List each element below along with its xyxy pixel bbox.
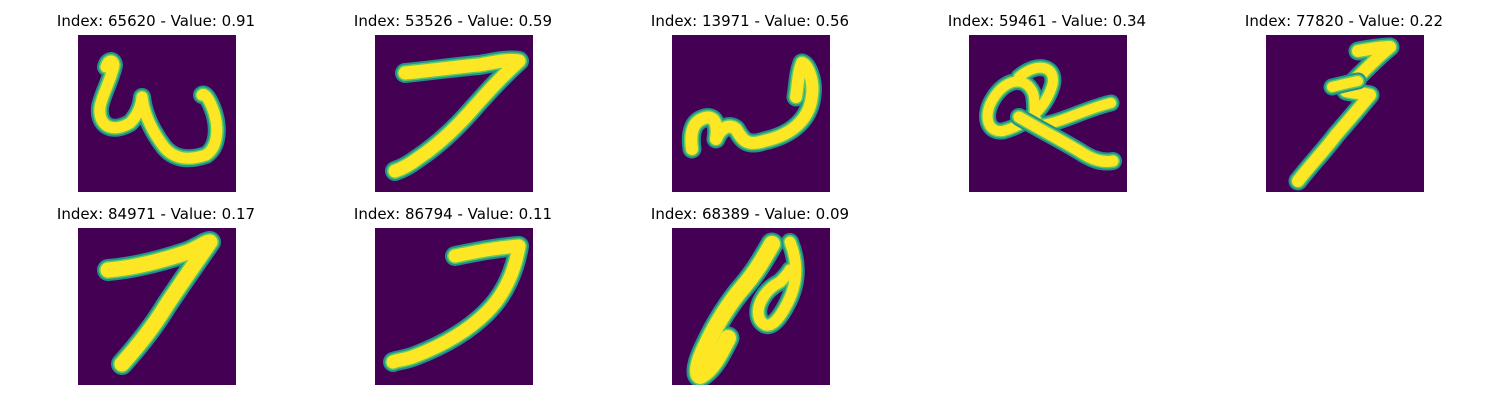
image-panel-68389: Index: 68389 - Value: 0.09 — [610, 205, 890, 385]
digit-glyph-13971 — [672, 35, 830, 192]
digit-glyph-84971 — [78, 228, 236, 385]
panel-image-13971 — [672, 35, 830, 192]
glyph-stroke — [1327, 76, 1363, 92]
image-panel-59461: Index: 59461 - Value: 0.34 — [907, 12, 1187, 192]
image-panel-65620: Index: 65620 - Value: 0.91 — [16, 12, 296, 192]
panel-title: Index: 86794 - Value: 0.11 — [353, 205, 553, 223]
panel-title: Index: 59461 - Value: 0.34 — [947, 12, 1147, 30]
digit-glyph-68389 — [672, 228, 830, 385]
digit-glyph-86794 — [375, 228, 533, 385]
panel-image-68389 — [672, 228, 830, 385]
panel-title: Index: 68389 - Value: 0.09 — [650, 205, 850, 223]
panel-image-86794 — [375, 228, 533, 385]
image-panel-84971: Index: 84971 - Value: 0.17 — [16, 205, 296, 385]
glyph-stroke — [386, 239, 526, 369]
image-panel-86794: Index: 86794 - Value: 0.11 — [313, 205, 593, 385]
glyph-stroke — [100, 234, 218, 372]
glyph-stroke — [388, 54, 526, 178]
panel-image-84971 — [78, 228, 236, 385]
digit-glyph-59461 — [969, 35, 1127, 192]
panel-title: Index: 53526 - Value: 0.59 — [353, 12, 553, 30]
panel-title: Index: 77820 - Value: 0.22 — [1244, 12, 1444, 30]
glyph-stroke — [1013, 111, 1119, 167]
panel-title: Index: 13971 - Value: 0.56 — [650, 12, 850, 30]
panel-title: Index: 65620 - Value: 0.91 — [56, 12, 256, 30]
image-panel-53526: Index: 53526 - Value: 0.59 — [313, 12, 593, 192]
panel-image-65620 — [78, 35, 236, 192]
glyph-stroke — [94, 55, 223, 164]
image-panel-13971: Index: 13971 - Value: 0.56 — [610, 12, 890, 192]
panel-image-59461 — [969, 35, 1127, 192]
digit-glyph-65620 — [78, 35, 236, 192]
digit-glyph-77820 — [1266, 35, 1424, 192]
glyph-stroke — [690, 236, 780, 384]
image-panel-77820: Index: 77820 - Value: 0.22 — [1204, 12, 1484, 192]
panel-title: Index: 84971 - Value: 0.17 — [56, 205, 256, 223]
panel-image-77820 — [1266, 35, 1424, 192]
glyph-stroke — [685, 57, 819, 155]
panel-image-53526 — [375, 35, 533, 192]
digit-glyph-53526 — [375, 35, 533, 192]
glyph-stroke — [752, 236, 802, 331]
